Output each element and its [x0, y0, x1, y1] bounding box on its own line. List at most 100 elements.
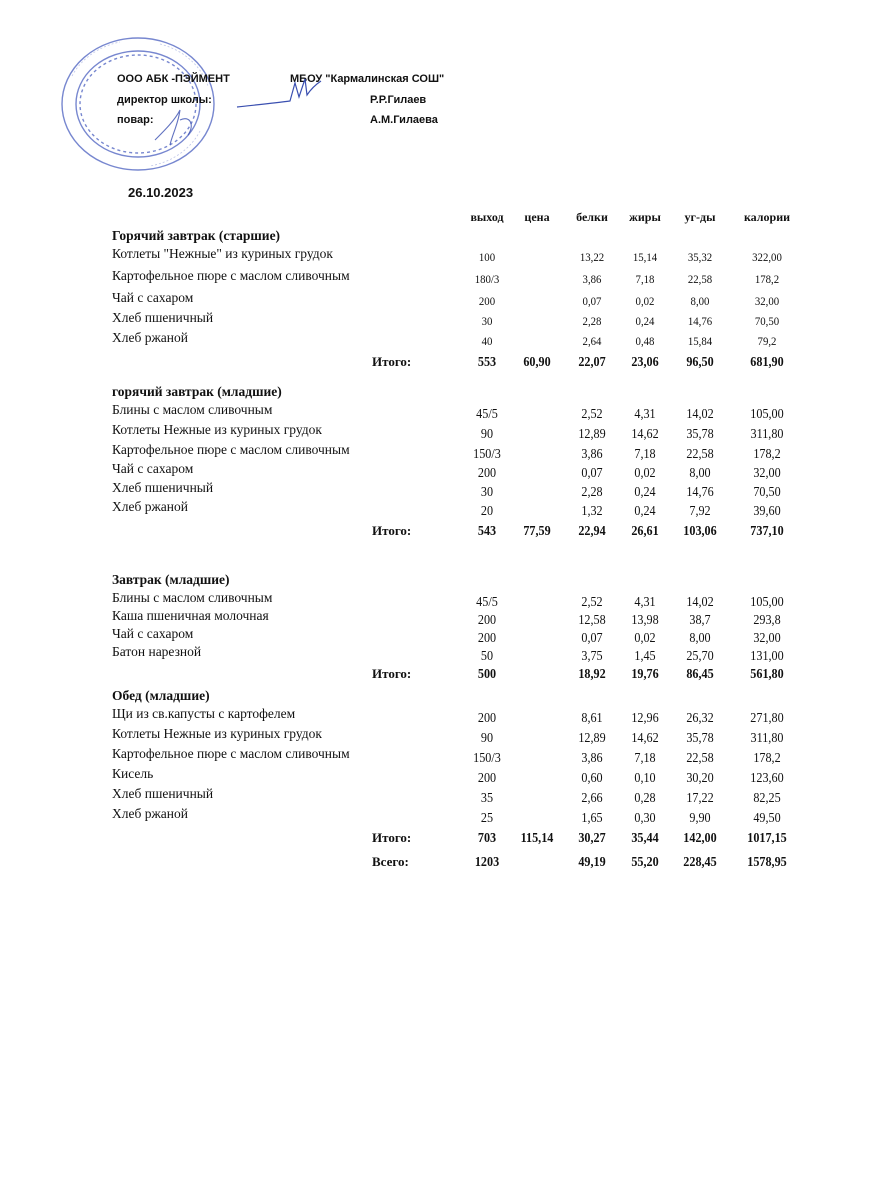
cell-protein: 49,19 — [578, 854, 606, 869]
cell-output: 500 — [477, 666, 497, 681]
cell-carbs: 38,7 — [689, 612, 711, 627]
table-row: Картофельное пюре с маслом сливочным 180/… — [0, 268, 873, 290]
cell-calories: 49,50 — [753, 810, 781, 825]
col-price: цена — [524, 210, 550, 224]
table-row: Каша пшеничная молочная 200 12,58 13,98 38,7… — [0, 608, 873, 627]
dish-name: Хлеб пшеничный — [112, 310, 214, 325]
cell-price: 77,59 — [523, 523, 551, 538]
cell-fat: 0,24 — [634, 484, 656, 499]
cell-protein: 3,86 — [581, 446, 603, 461]
cell-calories: 271,80 — [750, 710, 784, 725]
cell-protein: 2,66 — [581, 790, 603, 805]
cell-fat: 23,06 — [631, 354, 659, 369]
cell-calories: 70,50 — [754, 314, 780, 328]
total-label: Итого: — [372, 666, 412, 681]
cell-carbs: 25,70 — [686, 648, 714, 663]
cell-protein: 1,65 — [581, 810, 603, 825]
cell-output: 1203 — [474, 854, 500, 869]
cell-fat: 0,02 — [635, 294, 655, 308]
table-row: Хлеб пшеничный 30 2,28 0,24 14,76 70,50 — [0, 480, 873, 499]
cell-fat: 4,31 — [634, 406, 656, 421]
cell-fat: 35,44 — [631, 830, 659, 845]
cell-protein: 0,07 — [581, 630, 603, 645]
dish-name: Чай с сахаром — [112, 626, 194, 641]
cell-calories: 311,80 — [750, 426, 784, 441]
cell-carbs: 8,00 — [689, 630, 711, 645]
cell-carbs: 228,45 — [683, 854, 717, 869]
cell-output: 30 — [481, 314, 493, 328]
cell-fat: 14,62 — [631, 426, 659, 441]
cell-calories: 561,80 — [750, 666, 784, 681]
menu-section: горячий завтрак (младшие) Блины с маслом … — [0, 382, 873, 539]
cell-protein: 0,60 — [581, 770, 603, 785]
cell-output: 703 — [477, 830, 497, 845]
cell-protein: 12,89 — [578, 730, 606, 745]
cell-carbs: 22,58 — [686, 446, 714, 461]
dish-name: Каша пшеничная молочная — [112, 608, 269, 623]
cell-fat: 0,02 — [634, 465, 656, 480]
cell-carbs: 14,02 — [686, 406, 714, 421]
director-label: директор школы: — [117, 94, 212, 106]
dish-name: Хлеб пшеничный — [112, 786, 214, 801]
table-row: Блины с маслом сливочным 45/5 2,52 4,31 14,0… — [0, 402, 873, 422]
col-fat: жиры — [629, 210, 661, 224]
cell-carbs: 15,84 — [687, 334, 713, 348]
table-row: Чай с сахаром 200 0,07 0,02 8,00 32,00 — [0, 626, 873, 645]
menu-section: Горячий завтрак (старшие) Котлеты "Нежные… — [0, 226, 873, 372]
cell-carbs: 35,78 — [686, 730, 714, 745]
total-row: Всего: 1203 49,19 55,20 228,45 1578,95 — [0, 850, 873, 870]
cell-calories: 32,00 — [754, 294, 780, 308]
cell-output: 45/5 — [476, 594, 498, 609]
dish-name: Кисель — [112, 766, 154, 781]
table-row: Хлеб пшеничный 35 2,66 0,28 17,22 82,25 — [0, 786, 873, 806]
dish-name: Блины с маслом сливочным — [112, 402, 273, 417]
table-row: Хлеб ржаной 25 1,65 0,30 9,90 49,50 — [0, 806, 873, 826]
column-headers: выход цена белки жиры уг-ды калории — [0, 210, 873, 226]
cell-output: 200 — [477, 770, 497, 785]
cell-calories: 681,90 — [750, 354, 784, 369]
cell-fat: 0,48 — [635, 334, 655, 348]
cell-calories: 293,8 — [753, 612, 781, 627]
cell-carbs: 8,00 — [690, 294, 710, 308]
director-name: Р.Р.Гилаев — [370, 94, 427, 106]
dish-name: Чай с сахаром — [112, 290, 194, 305]
cell-calories: 1017,15 — [747, 830, 787, 845]
cell-fat: 0,02 — [634, 630, 656, 645]
cook-signature — [154, 109, 192, 146]
cell-protein: 2,64 — [582, 334, 602, 348]
cell-protein: 18,92 — [578, 666, 606, 681]
cell-calories: 131,00 — [750, 648, 784, 663]
cell-calories: 178,2 — [753, 446, 781, 461]
director-signature — [236, 78, 322, 108]
cell-fat: 19,76 — [631, 666, 659, 681]
cell-fat: 0,30 — [634, 810, 656, 825]
cell-calories: 39,60 — [753, 503, 781, 518]
dish-name: Картофельное пюре с маслом сливочным — [112, 268, 350, 283]
cell-output: 150/3 — [473, 750, 501, 765]
table-row: Чай с сахаром 200 0,07 0,02 8,00 32,00 — [0, 290, 873, 310]
cell-carbs: 22,58 — [687, 272, 713, 286]
cell-fat: 12,96 — [631, 710, 659, 725]
total-label: Итого: — [372, 830, 412, 845]
cell-carbs: 14,76 — [686, 484, 714, 499]
cell-output: 100 — [478, 250, 496, 264]
cell-fat: 26,61 — [631, 523, 659, 538]
table-row: Блины с маслом сливочным 45/5 2,52 4,31 14,0… — [0, 590, 873, 609]
table-row: Картофельное пюре с маслом сливочным 150/… — [0, 746, 873, 766]
table-row: Хлеб ржаной 40 2,64 0,48 15,84 79,2 — [0, 330, 873, 350]
cell-carbs: 96,50 — [686, 354, 714, 369]
cell-fat: 0,24 — [634, 503, 656, 518]
cook-name: А.М.Гилаева — [370, 114, 438, 126]
col-calories: калории — [743, 210, 791, 224]
total-label: Всего: — [372, 854, 409, 869]
cell-carbs: 103,06 — [683, 523, 717, 538]
cell-fat: 7,18 — [634, 750, 656, 765]
cell-calories: 82,25 — [753, 790, 781, 805]
cell-output: 50 — [480, 648, 494, 663]
cell-calories: 70,50 — [753, 484, 781, 499]
cell-price: 60,90 — [523, 354, 551, 369]
table-row: Кисель 200 0,60 0,10 30,20 123,60 — [0, 766, 873, 786]
cell-fat: 7,18 — [634, 446, 656, 461]
cell-protein: 2,28 — [582, 314, 602, 328]
menu-section: Завтрак (младшие) Блины с маслом сливочны… — [0, 570, 873, 684]
